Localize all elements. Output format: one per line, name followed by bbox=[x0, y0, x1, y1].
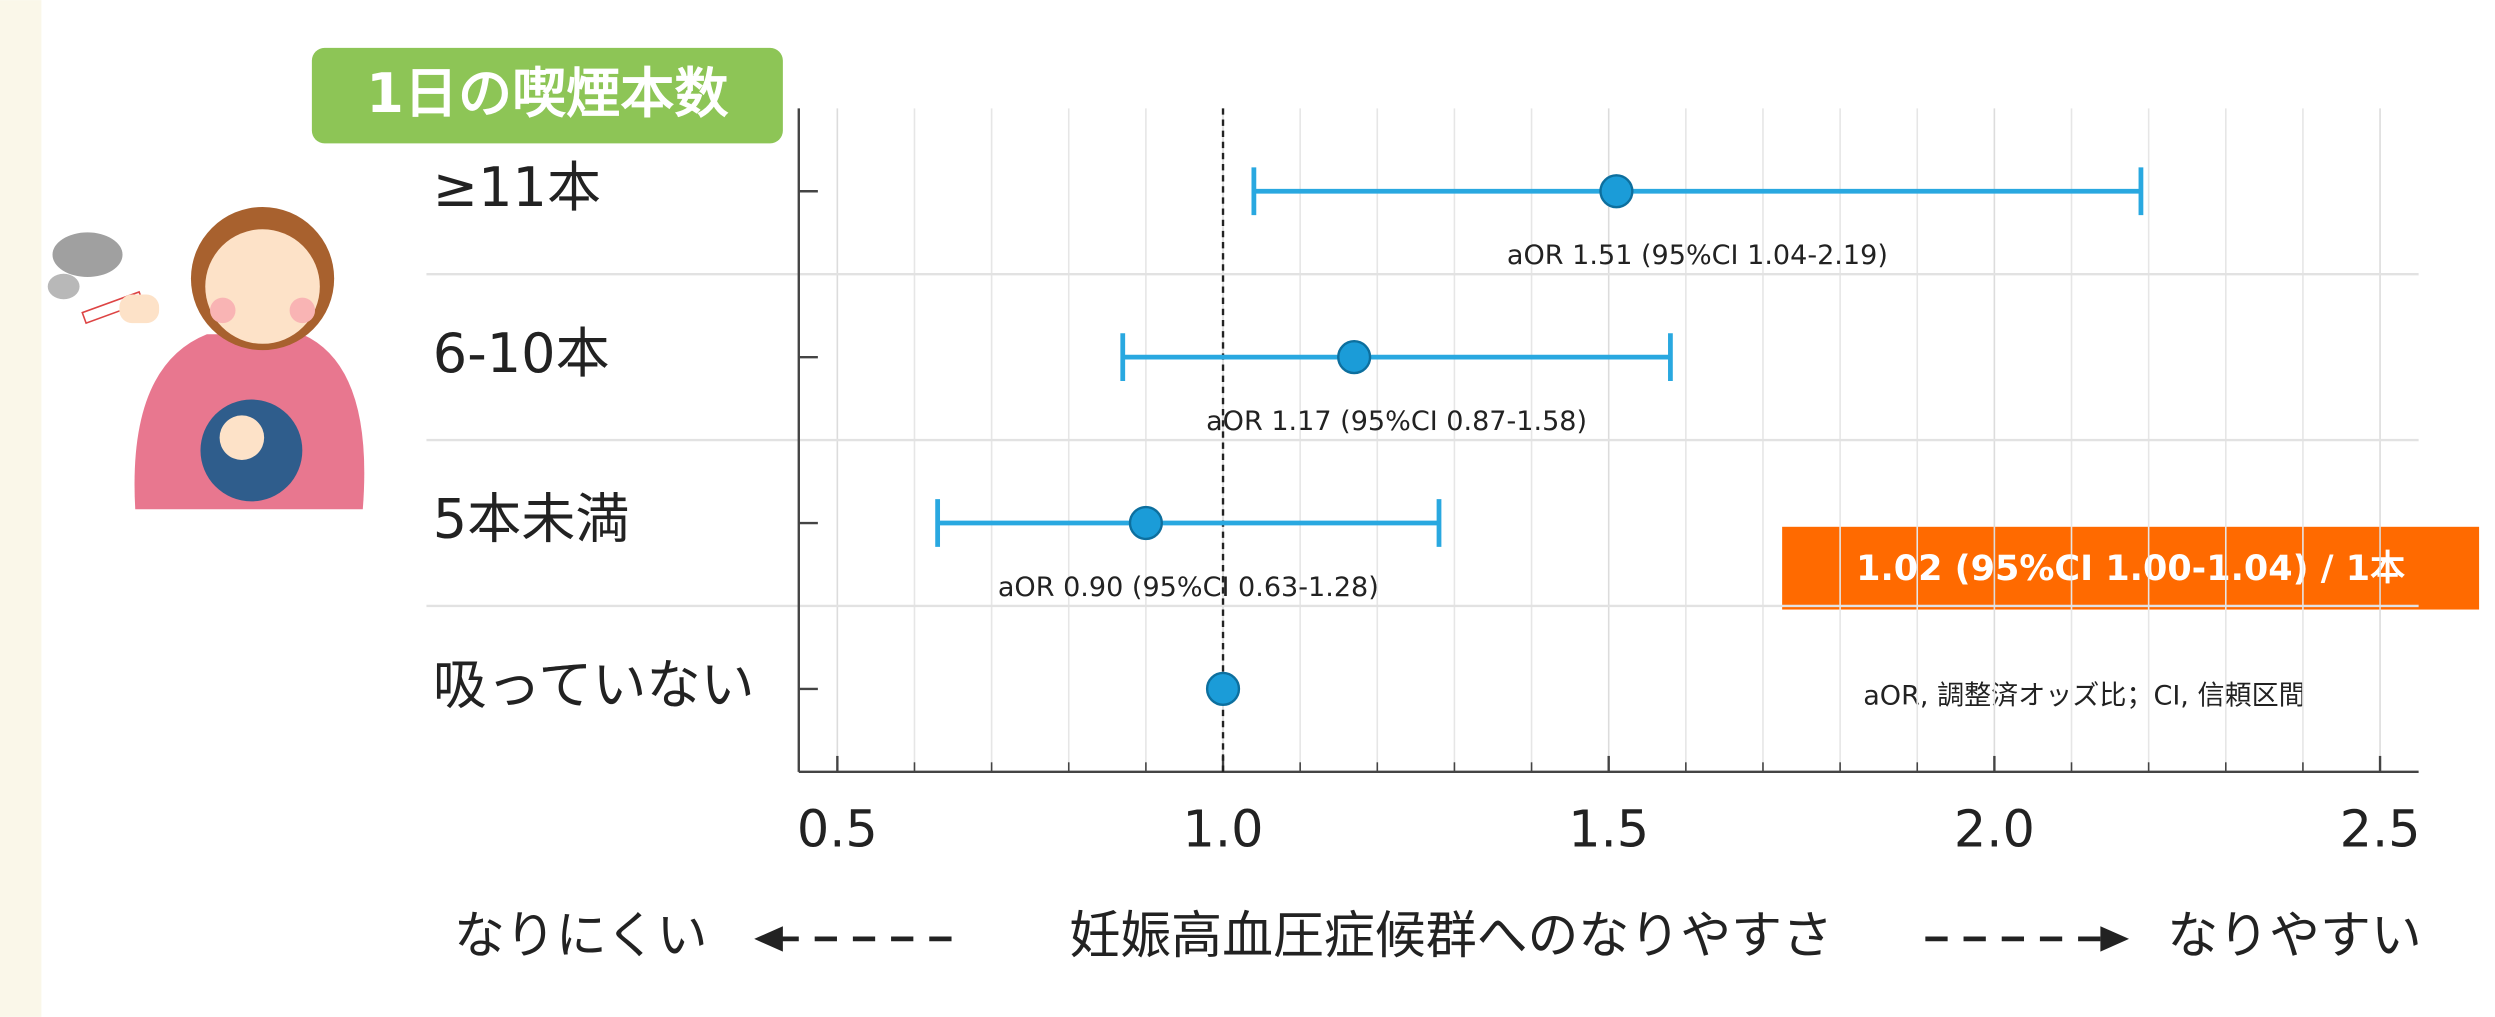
side-strip bbox=[0, 0, 42, 1017]
title-box bbox=[311, 47, 783, 144]
x-label-center: 妊娠高血圧症候群へのなりやすさ bbox=[1069, 907, 1833, 966]
point bbox=[1337, 340, 1372, 375]
value-label: aOR 1.17 (95%CI 0.87-1.58) bbox=[1206, 406, 1587, 437]
note: aOR, 調整済オッズ比；CI, 信頼区間 bbox=[1863, 681, 2305, 712]
x-tick-label: 2.0 bbox=[1954, 800, 2035, 859]
point bbox=[1128, 505, 1163, 541]
x-tick-label: 1.0 bbox=[1183, 800, 1264, 859]
arrow-left-head bbox=[754, 926, 783, 952]
highlight-box bbox=[1782, 526, 2480, 610]
x-tick-label: 0.5 bbox=[797, 800, 878, 859]
point bbox=[1599, 174, 1634, 209]
x-label-right: なりやすい bbox=[2167, 907, 2422, 966]
chart-title: 1日の喫煙本数 bbox=[366, 62, 729, 125]
arrow-right-head bbox=[2100, 926, 2130, 952]
highlight-text: 1.02 (95%CI 1.00-1.04) / 1本 bbox=[1856, 549, 2405, 589]
x-label-left: なりにくい bbox=[454, 907, 708, 966]
category-label: 吸っていない bbox=[433, 654, 755, 717]
value-label: aOR 0.90 (95%CI 0.63-1.28) bbox=[998, 572, 1379, 603]
illustration bbox=[47, 206, 365, 510]
point bbox=[1205, 671, 1241, 707]
category-label: ≥11本 bbox=[433, 156, 601, 219]
value-label: aOR 1.51 (95%CI 1.04-2.19) bbox=[1507, 240, 1888, 271]
x-tick-label: 2.5 bbox=[2340, 800, 2421, 859]
category-label: 5本未満 bbox=[433, 488, 630, 551]
x-tick-label: 1.5 bbox=[1568, 800, 1649, 859]
category-label: 6-10本 bbox=[433, 322, 610, 385]
